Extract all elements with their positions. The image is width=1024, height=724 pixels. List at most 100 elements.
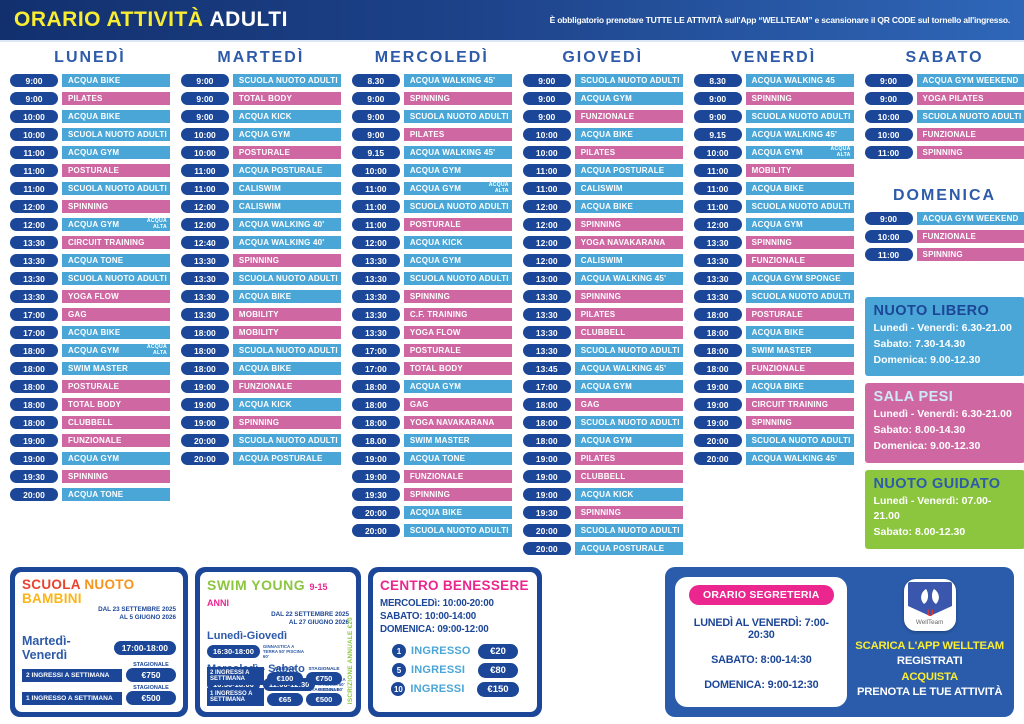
price-row: 2 INGRESSI A SETTIMANA MENSILE €100 STAGION… bbox=[207, 667, 342, 685]
time-pill: 18:00 bbox=[693, 344, 742, 357]
activity-label: SCUOLA NUOTO ADULTI bbox=[580, 76, 680, 85]
schedule-row: 13:30 FUNZIONALE bbox=[693, 254, 854, 267]
activity-pill: ACQUA GYM ACQUA ALTA bbox=[745, 146, 854, 159]
schedule-row: 9:00 SCUOLA NUOTO ADULTI bbox=[693, 110, 854, 123]
activity-label: ACQUA KICK bbox=[238, 112, 292, 121]
activity-label: SCUOLA NUOTO ADULTI bbox=[751, 292, 851, 301]
activity-pill: ACQUA KICK bbox=[403, 236, 512, 249]
schedule-row: 12:00 ACQUA KICK bbox=[351, 236, 512, 249]
scuola-nuoto-bambini-inner: SCUOLA NUOTO BAMBINI DAL 23 SETTEMBRE 20… bbox=[15, 572, 183, 712]
bambini-title-word: BAMBINI bbox=[22, 590, 82, 606]
time-pill: 18:00 bbox=[351, 416, 400, 429]
activity-pill: SWIM MASTER bbox=[62, 362, 170, 375]
activity-pill: ACQUA GYM bbox=[403, 254, 512, 267]
activity-pill: YOGA NAVAKARANA bbox=[574, 236, 683, 249]
activity-label: ACQUA GYM bbox=[238, 130, 291, 139]
swim-young-side-note: ISCRIZIONE ANNUALE €20 bbox=[347, 616, 354, 704]
schedule-row: 13:30 C.F. TRAINING bbox=[351, 308, 512, 321]
schedule-row: 18:00 ACQUA GYM ACQUA ALTA bbox=[10, 344, 170, 357]
time-pill: 19:30 bbox=[10, 470, 58, 483]
activity-pill: ACQUA TONE bbox=[62, 254, 170, 267]
hours-line: SABATO: 10:00-14:00 bbox=[380, 611, 477, 623]
schedule-row: 18:00 POSTURALE bbox=[10, 380, 170, 393]
activity-label: SCUOLA NUOTO ADULTI bbox=[922, 112, 1022, 121]
time-pill: 13:30 bbox=[180, 254, 229, 267]
activity-label: ACQUA BIKE bbox=[751, 382, 804, 391]
price-value: €20 bbox=[478, 643, 518, 659]
schedule-row: 10:00 FUNZIONALE bbox=[864, 230, 1024, 243]
time-pill: 19:30 bbox=[522, 506, 571, 519]
activity-label: SPINNING bbox=[409, 94, 451, 103]
activity-pill: YOGA NAVAKARANA bbox=[403, 416, 512, 429]
price-period-label: STAGIONALE bbox=[308, 688, 340, 693]
activity-pill: ACQUA WALKING 45 bbox=[745, 74, 854, 87]
activity-pill: SCUOLA NUOTO ADULTI bbox=[232, 344, 341, 357]
price-value: €500 bbox=[306, 693, 342, 706]
price-label: 2 INGRESSI A SETTIMANA bbox=[22, 669, 122, 682]
time-pill: 9:00 bbox=[351, 110, 400, 123]
activity-label: SWIM MASTER bbox=[409, 436, 470, 445]
activity-label: ACQUA GYM SPONGE bbox=[751, 274, 841, 283]
time-pill: 13:00 bbox=[522, 272, 571, 285]
price-value: €80 bbox=[478, 662, 518, 678]
schedule-row: 19:00 ACQUA BIKE bbox=[693, 380, 854, 393]
time-pill: 18:00 bbox=[522, 398, 571, 411]
schedule-row: 19:30 SPINNING bbox=[10, 470, 170, 483]
activity-pill: ACQUA BIKE bbox=[574, 200, 683, 213]
activity-label: TOTAL BODY bbox=[68, 400, 122, 409]
schedule-row: 13:30 SCUOLA NUOTO ADULTI bbox=[693, 290, 854, 303]
activity-label: ACQUA WALKING 45' bbox=[580, 274, 667, 283]
activity-label: ACQUA TONE bbox=[409, 454, 466, 463]
entry-count-badge: 5 bbox=[392, 663, 406, 678]
activity-label: ACQUA WALKING 45' bbox=[751, 130, 838, 139]
swim-young-dates: DAL 22 SETTEMBRE 2025 AL 27 GIUGNO 2026 bbox=[271, 611, 349, 626]
activity-pill: SCUOLA NUOTO ADULTI bbox=[62, 182, 170, 195]
activity-pill: POSTURALE bbox=[403, 218, 512, 231]
schedule-row: 18:00 YOGA NAVAKARANA bbox=[351, 416, 512, 429]
time-pill: 13:30 bbox=[522, 308, 571, 321]
time-pill: 9:00 bbox=[10, 74, 58, 87]
time-pill: 18:00 bbox=[10, 380, 58, 393]
activity-label: SCUOLA NUOTO ADULTI bbox=[409, 526, 509, 535]
schedule-row: 18:00 TOTAL BODY bbox=[10, 398, 170, 411]
acqua-alta-tag: ACQUA ALTA bbox=[146, 344, 167, 356]
time-pill: 9.15 bbox=[693, 128, 742, 141]
time-pill: 17:00 bbox=[10, 326, 58, 339]
time-pill: 13:30 bbox=[180, 290, 229, 303]
activity-label: CLUBBELL bbox=[580, 328, 626, 337]
activity-pill: CIRCUIT TRAINING bbox=[62, 236, 170, 249]
schedule-row: 13:30 SCUOLA NUOTO ADULTI bbox=[522, 344, 683, 357]
activity-label: SPINNING bbox=[751, 94, 792, 103]
time-pill: 20:00 bbox=[522, 524, 571, 537]
activity-pill: ACQUA BIKE bbox=[232, 290, 341, 303]
schedule-row: 9:00 PILATES bbox=[10, 92, 170, 105]
day-header-domenica: DOMENICA bbox=[892, 187, 997, 204]
day-header-mercoledi: MERCOLEDÌ bbox=[374, 49, 489, 66]
schedule-row: 18:00 SCUOLA NUOTO ADULTI bbox=[180, 344, 341, 357]
schedule-row: 9:00 ACQUA KICK bbox=[180, 110, 341, 123]
activity-pill: ACQUA WALKING 45' bbox=[403, 74, 512, 87]
schedule-row: 10:00 ACQUA GYM bbox=[180, 128, 341, 141]
schedule-row: 19:30 SPINNING bbox=[522, 506, 683, 519]
activity-label: FUNZIONALE bbox=[409, 472, 464, 481]
activity-label: ACQUA GYM bbox=[68, 148, 120, 157]
schedule-row: 12:00 CALISWIM bbox=[522, 254, 683, 267]
time-pill: 18:00 bbox=[10, 398, 58, 411]
day-rows-lunedi: 9:00 ACQUA BIKE 9:00 PILATES 10:00 ACQUA BIKE… bbox=[10, 74, 170, 501]
activity-pill: CALISWIM bbox=[232, 182, 341, 195]
activity-label: POSTURALE bbox=[68, 166, 120, 175]
time-pill: 9:00 bbox=[351, 128, 400, 141]
schedule-row: 17:00 ACQUA GYM bbox=[522, 380, 683, 393]
activity-pill: ACQUA TONE bbox=[62, 488, 170, 501]
schedule-row: 11:00 ACQUA BIKE bbox=[693, 182, 854, 195]
info-box-nuoto-guidato: NUOTO GUIDATO Lunedì - Venerdì: 07.00-21.… bbox=[864, 469, 1024, 549]
time-pill: 19:00 bbox=[180, 416, 229, 429]
schedule-row: 10:00 POSTURALE bbox=[180, 146, 341, 159]
bambini-title: SCUOLA NUOTO BAMBINI bbox=[22, 578, 176, 605]
price-cell-stagionale: STAGIONALE €750 bbox=[306, 667, 342, 685]
hours-line: MERCOLEDì: 10:00-20:00 bbox=[380, 598, 494, 609]
activity-label: GAG bbox=[580, 400, 600, 409]
activity-label: ACQUA BIKE bbox=[68, 328, 121, 337]
app-promo-line: ACQUISTA bbox=[901, 670, 958, 683]
